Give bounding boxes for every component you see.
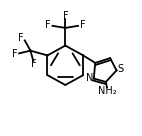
Text: F: F <box>31 59 37 69</box>
Text: F: F <box>12 49 18 59</box>
Text: F: F <box>62 11 68 21</box>
Text: F: F <box>45 20 51 30</box>
Text: S: S <box>118 64 124 74</box>
Text: F: F <box>18 33 24 43</box>
Text: F: F <box>80 20 85 30</box>
Text: NH₂: NH₂ <box>98 86 116 96</box>
Text: N: N <box>86 73 94 83</box>
